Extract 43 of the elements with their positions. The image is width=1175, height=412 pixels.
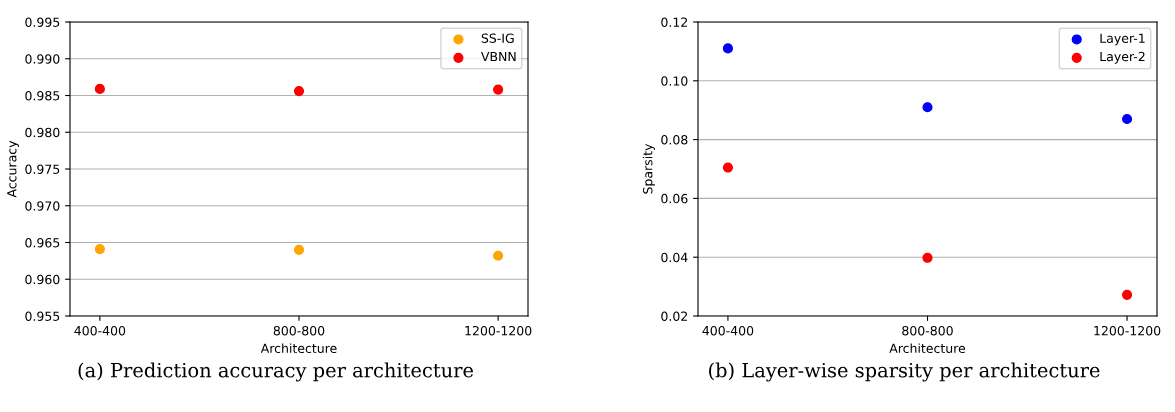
legend-label: Layer-2 [1100, 51, 1145, 64]
x-tick-label: 800-800 [902, 325, 953, 336]
y-tick-label: 0.04 [661, 252, 688, 263]
text: (a) Prediction accuracy per architecture [78, 362, 474, 382]
x-axis-title: Architecture [889, 343, 966, 354]
legend-label: Layer-1 [1100, 33, 1145, 46]
y-tick-label: 0.06 [661, 193, 688, 204]
y-tick-label: 0.960 [25, 274, 60, 285]
y-tick-label: 0.08 [661, 135, 688, 145]
y-tick-label: 0.995 [25, 17, 60, 27]
y-tick-label: 0.965 [25, 237, 60, 248]
point [722, 162, 734, 173]
legend-label: VBNN [481, 51, 516, 62]
x-tick-label: 400-400 [74, 325, 126, 336]
point [722, 43, 734, 54]
point [293, 244, 305, 255]
x-tick-label: 1200-1200 [1094, 325, 1161, 336]
legend-label: SS-IG [481, 33, 514, 43]
x-axis-title: Architecture [260, 343, 337, 354]
y-tick-label: 0.980 [25, 127, 60, 138]
point [493, 84, 504, 95]
y-tick-label: 0.970 [25, 201, 60, 211]
x-tick-label: 1200-1200 [465, 325, 532, 336]
y-tick-label: 0.955 [25, 311, 60, 321]
y-tick-label: 0.12 [661, 17, 688, 27]
y-tick-label: 0.990 [25, 54, 60, 64]
point [1121, 113, 1133, 125]
text: (b) Layer-wise sparsity per architecture [709, 362, 1100, 382]
point [922, 102, 933, 113]
point [493, 250, 504, 261]
point [1121, 289, 1133, 300]
x-tick-label: 400-400 [702, 325, 754, 336]
point [94, 244, 105, 255]
x-tick-label: 800-800 [273, 325, 325, 336]
y-axis-title: Sparsity [642, 143, 655, 194]
y-tick-label: 0.985 [25, 90, 60, 101]
y-tick-label: 0.10 [661, 76, 688, 86]
y-tick-label: 0.02 [661, 311, 688, 321]
point [94, 83, 105, 94]
point [293, 86, 305, 97]
point [922, 252, 933, 263]
y-tick-label: 0.975 [25, 164, 60, 174]
y-axis-title: Accuracy [7, 140, 19, 198]
